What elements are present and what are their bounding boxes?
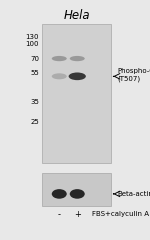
Ellipse shape xyxy=(52,73,67,79)
Text: Phospho-Cdc25A
(T507): Phospho-Cdc25A (T507) xyxy=(118,68,150,82)
Text: 55: 55 xyxy=(30,70,39,76)
Bar xyxy=(42,24,111,163)
Text: 130: 130 xyxy=(26,34,39,40)
Text: Hela: Hela xyxy=(63,9,90,22)
Ellipse shape xyxy=(52,56,67,61)
Bar xyxy=(42,173,111,206)
Ellipse shape xyxy=(52,189,67,199)
Text: -: - xyxy=(58,210,61,219)
Text: 100: 100 xyxy=(26,41,39,48)
Ellipse shape xyxy=(69,72,86,80)
Text: +: + xyxy=(74,210,81,219)
Text: 25: 25 xyxy=(30,120,39,125)
Ellipse shape xyxy=(70,56,85,61)
Ellipse shape xyxy=(70,189,85,199)
Text: 70: 70 xyxy=(30,56,39,62)
Text: 35: 35 xyxy=(30,99,39,105)
Text: FBS+calyculin A: FBS+calyculin A xyxy=(92,211,149,217)
Text: Beta-actin: Beta-actin xyxy=(118,191,150,197)
